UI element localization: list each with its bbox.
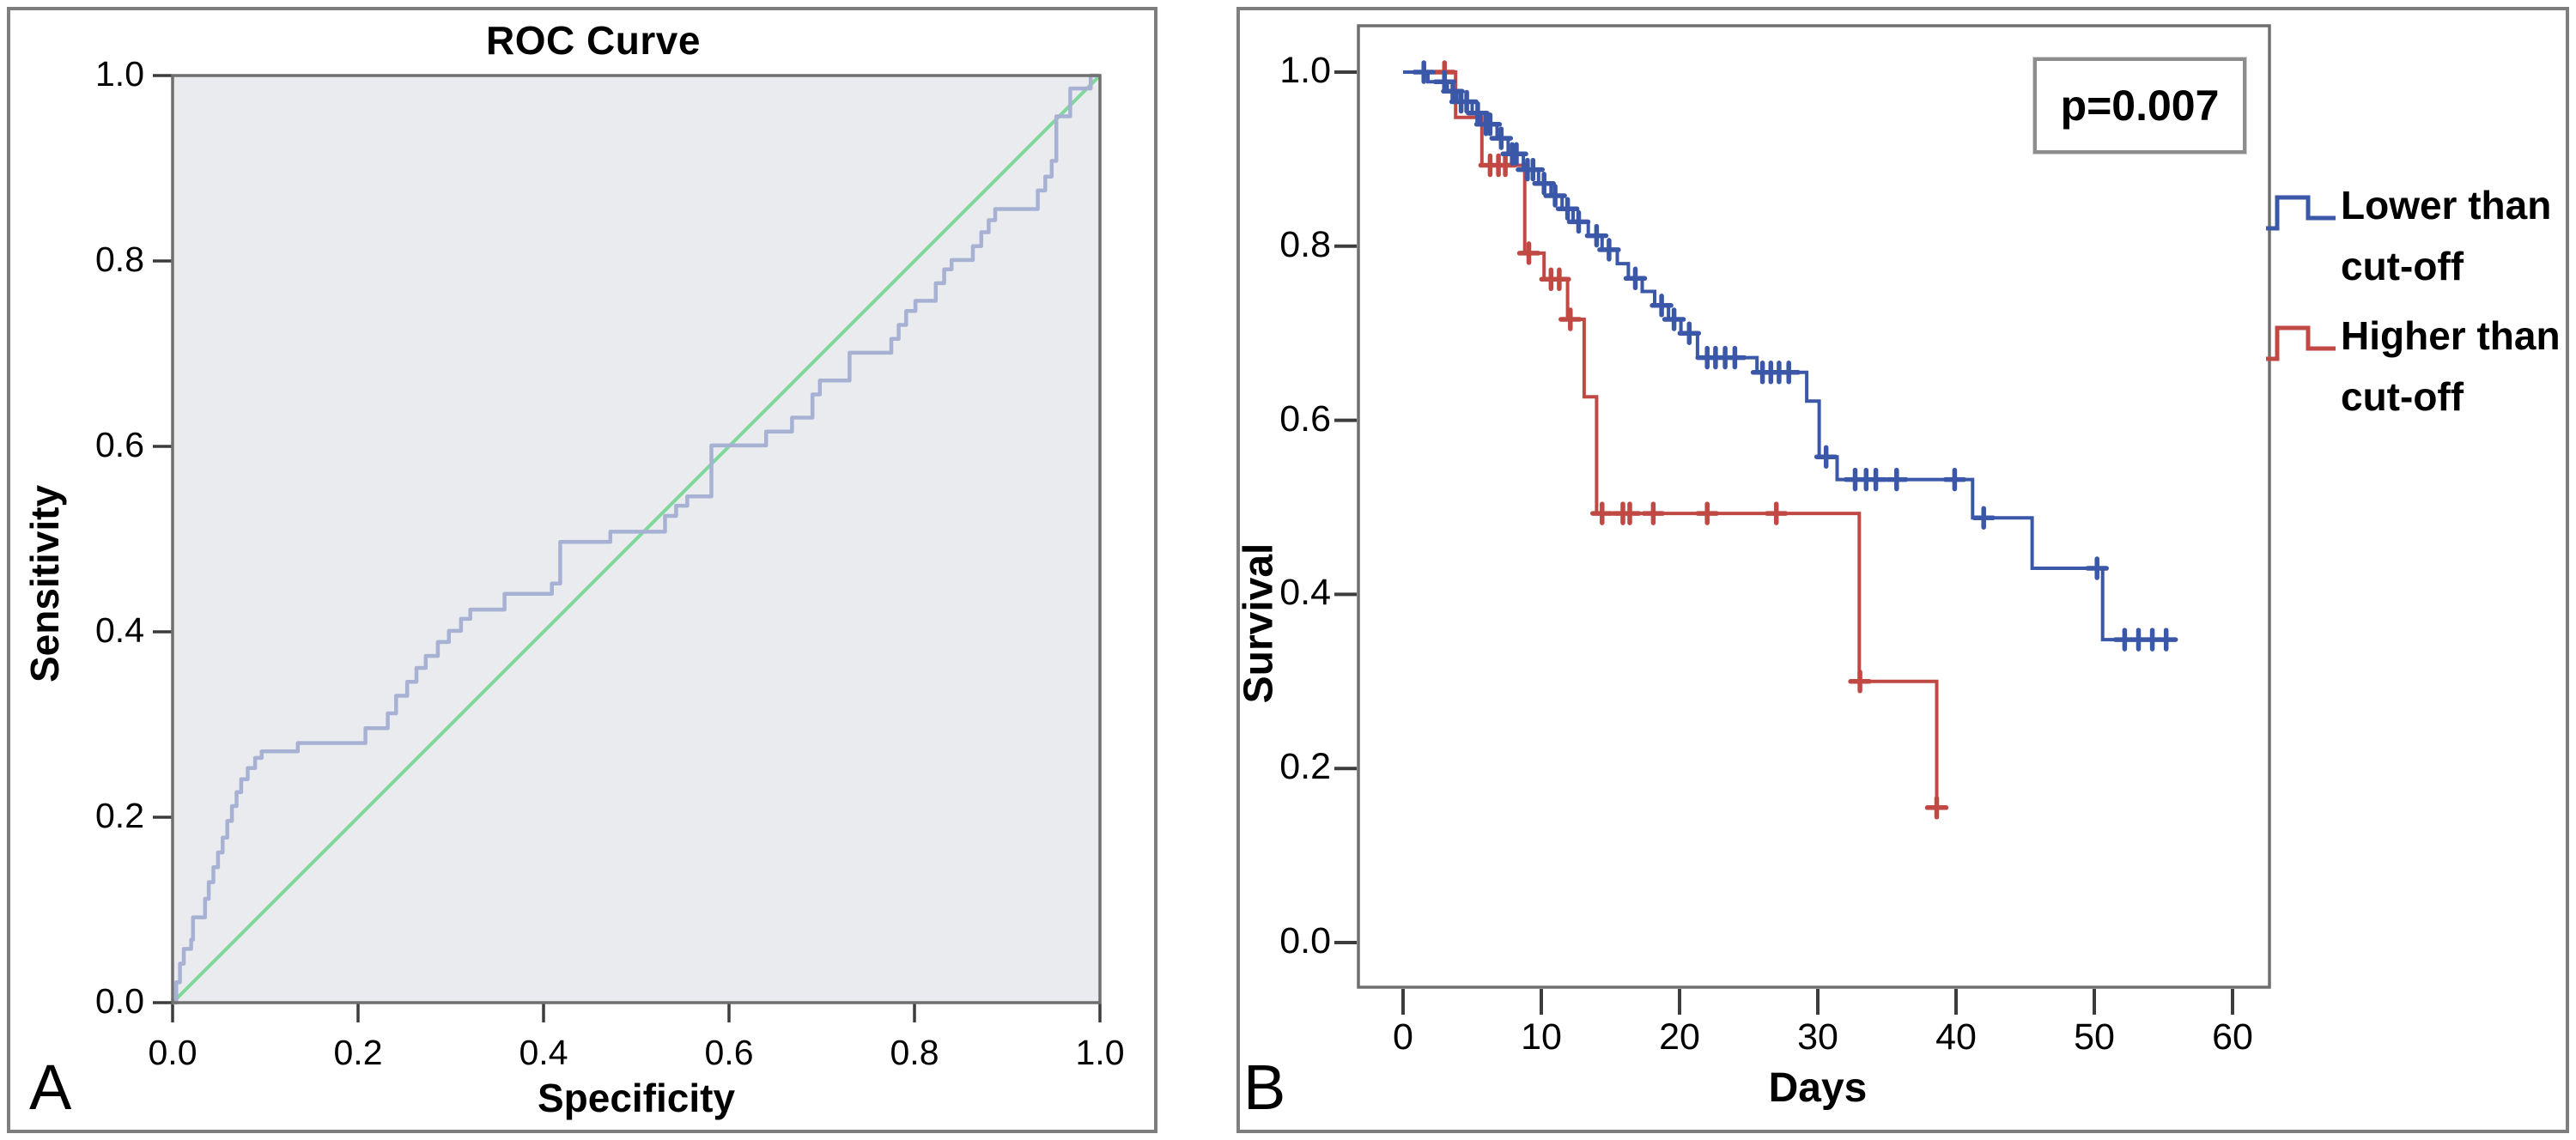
roc-chart-title: ROC Curve — [486, 18, 701, 63]
km-x-tick-label: 10 — [1521, 1016, 1562, 1058]
reference-line — [171, 74, 1102, 1004]
km-y-tick-label: 0.8 — [1279, 223, 1331, 265]
km-x-tick-label: 40 — [1935, 1016, 1977, 1058]
roc-x-tick-label: 0.8 — [890, 1033, 939, 1072]
km-y-tick-label: 0.4 — [1279, 572, 1331, 614]
legend-entry-higher: Higher than cut-off — [2265, 306, 2561, 428]
roc-y-axis-label: Sensitivity — [22, 484, 67, 683]
panel-letter-b: B — [1243, 1052, 1286, 1123]
km-y-tick-label: 0.6 — [1279, 397, 1331, 440]
p-value-box: p=0.007 — [2032, 57, 2247, 155]
roc-y-tick-label: 1.0 — [95, 54, 144, 94]
km-y-axis-label: Survival — [1236, 543, 1282, 704]
roc-y-tick-label: 0.6 — [95, 425, 144, 464]
legend-label-higher: Higher than cut-off — [2341, 313, 2561, 419]
panel-letter-a: A — [29, 1052, 72, 1123]
legend-entry-lower: Lower than cut-off — [2265, 175, 2561, 297]
roc-x-tick-label: 0.4 — [519, 1033, 568, 1072]
km-y-tick-label: 0.2 — [1279, 746, 1331, 788]
km-x-tick-label: 20 — [1659, 1016, 1700, 1058]
roc-curve — [173, 73, 1100, 1005]
km-x-tick-label: 60 — [2212, 1016, 2253, 1058]
roc-x-tick-label: 0.6 — [704, 1033, 754, 1072]
roc-y-tick-label: 0.4 — [95, 610, 144, 650]
km-x-tick-label: 0 — [1393, 1016, 1413, 1058]
km-y-tick-label: 0.0 — [1279, 920, 1331, 961]
roc-x-tick-label: 1.0 — [1075, 1033, 1125, 1072]
km-x-tick-label: 30 — [1797, 1016, 1838, 1058]
km-x-axis-label: Days — [1768, 1065, 1868, 1111]
censor-marks-lower — [1412, 60, 2178, 652]
roc-x-tick-label: 0.0 — [148, 1033, 197, 1072]
roc-y-tick-label: 0.0 — [95, 981, 144, 1021]
km-step-line-icon — [2266, 195, 2336, 231]
roc-plot-border — [171, 74, 1102, 1004]
km-plot-background — [1357, 24, 2271, 989]
km-x-tick-label: 50 — [2074, 1016, 2115, 1058]
roc-x-axis-label: Specificity — [537, 1076, 736, 1120]
legend-label-lower: Lower than cut-off — [2341, 183, 2552, 288]
km-y-tick-label: 1.0 — [1279, 50, 1331, 91]
roc-y-tick-label: 0.8 — [95, 240, 144, 279]
km-step-line-icon — [2266, 325, 2336, 361]
p-value-text: p=0.007 — [2060, 82, 2220, 130]
roc-y-tick-label: 0.2 — [95, 796, 144, 835]
km-legend: Lower than cut-off Higher than cut-off — [2265, 175, 2561, 428]
roc-x-tick-label: 0.2 — [333, 1033, 383, 1072]
